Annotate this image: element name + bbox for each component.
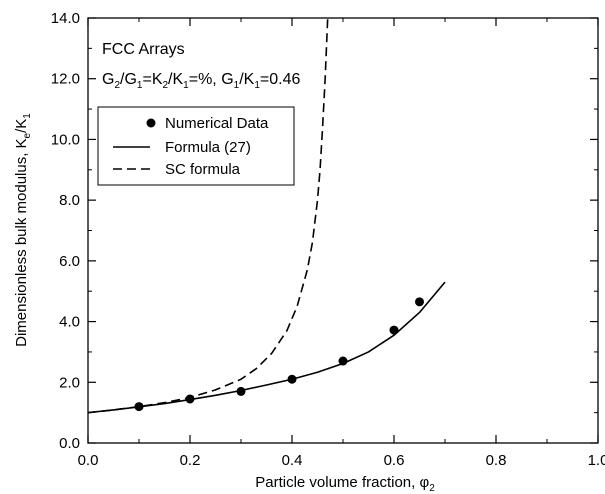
data-point-numerical-data (236, 386, 246, 396)
y-axis-label-sub1: e (22, 132, 33, 138)
x-axis-label-sub: 2 (429, 483, 435, 494)
annotation-segment: /K (168, 71, 183, 88)
annotation-subscript: 1 (183, 80, 189, 91)
legend-box (97, 106, 295, 186)
series-line-sc-formula (87, 17, 329, 414)
y-axis-label-mid: /K (13, 119, 30, 133)
x-axis-label: Particle volume fraction, φ2 (255, 474, 435, 494)
axis-ticks (87, 17, 599, 444)
x-tick-label: 0.8 (486, 452, 507, 469)
annotation-segment: =K (142, 71, 162, 88)
legend-label-sc-formula: SC formula (165, 161, 241, 178)
x-tick-label: 0.2 (180, 452, 201, 469)
annotation-segment: /G (120, 71, 137, 88)
series-line-formula-27 (87, 281, 446, 414)
annotation-segment: =%, G (189, 71, 234, 88)
annotation-subscript: 1 (254, 80, 260, 91)
y-tick-label: 8.0 (59, 192, 80, 209)
y-axis-label: Dimensionless bulk modulus, Ke/K1 (13, 113, 33, 347)
x-tick-label: 1.0 (588, 452, 605, 469)
y-tick-label: 12.0 (51, 71, 80, 88)
legend-marker-numerical-data (146, 118, 156, 128)
axis-tick-labels: 0.0 0.2 0.4 0.6 0.8 1.0 0.0 2.0 4.0 6.0 8.0 10.0 12.… (51, 10, 605, 469)
annotation-segment: /K (239, 71, 254, 88)
annotation-title: FCC Arrays (102, 41, 185, 58)
y-tick-label: 14.0 (51, 10, 80, 27)
y-tick-label: 2.0 (59, 374, 80, 391)
x-axis-label-main: Particle volume fraction, φ (255, 474, 429, 491)
y-axis-label-main: Dimensionless bulk modulus, K (13, 138, 30, 346)
x-tick-label: 0.4 (282, 452, 303, 469)
x-tick-label: 0.6 (384, 452, 405, 469)
annotation-segment: G (102, 71, 114, 88)
legend: Numerical Data Formula (27) SC formula (97, 106, 295, 186)
series-layer (87, 17, 446, 414)
annotation-subscript: 2 (114, 80, 120, 91)
y-axis-label-sub2: 1 (22, 113, 33, 119)
annotation-subscript: 2 (162, 80, 168, 91)
y-tick-label: 0.0 (59, 435, 80, 452)
x-tick-label: 0.0 (78, 452, 99, 469)
annotation-params: G2/G1=K2/K1=%, G1/K1=0.46 (102, 71, 300, 91)
y-tick-label: 10.0 (51, 131, 80, 148)
annotation-segment: =0.46 (260, 71, 301, 88)
data-point-numerical-data (415, 297, 424, 307)
annotation-subscript: 1 (137, 80, 143, 91)
y-tick-label: 4.0 (59, 314, 80, 331)
y-tick-label: 6.0 (59, 253, 80, 270)
legend-label-formula-27: Formula (27) (165, 139, 251, 156)
legend-label-numerical-data: Numerical Data (165, 115, 269, 132)
annotation-subscript: 1 (234, 80, 240, 91)
